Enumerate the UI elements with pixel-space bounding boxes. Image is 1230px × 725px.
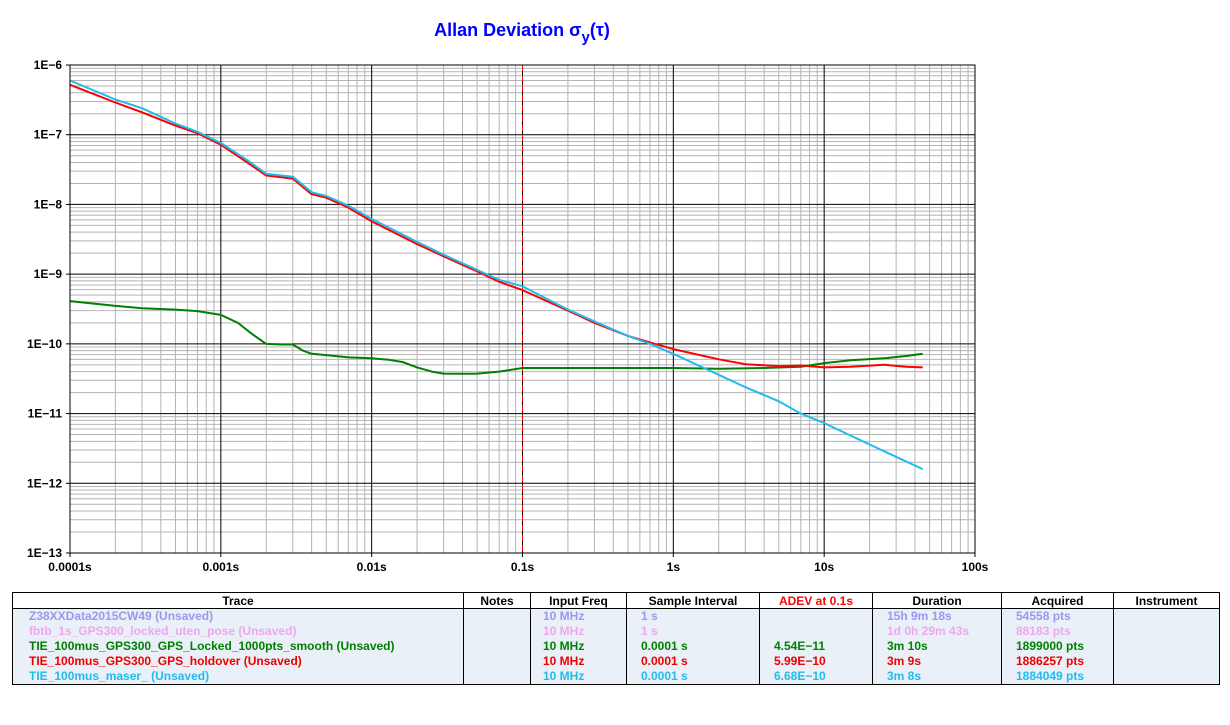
cell-acquired: 1899000 pts <box>1001 639 1114 654</box>
table-header-row: Trace Notes Input Freq Sample Interval A… <box>12 592 1220 609</box>
table-row[interactable]: Z38XXData2015CW49 (Unsaved) 10 MHz 1 s 15h … <box>12 608 1220 624</box>
cell-duration: 15h 9m 18s <box>872 608 1002 624</box>
cell-instrument <box>1113 669 1220 685</box>
series-line-gps-holdover <box>69 83 923 369</box>
x-tick-label: 1s <box>667 560 681 574</box>
cell-sample-interval: 1 s <box>626 608 760 624</box>
cell-trace: TIE_100mus_GPS300_GPS_holdover (Unsaved) <box>12 654 464 669</box>
cell-notes <box>463 639 531 654</box>
header-instrument[interactable]: Instrument <box>1113 592 1220 609</box>
header-notes[interactable]: Notes <box>463 592 531 609</box>
cell-instrument <box>1113 639 1220 654</box>
series-line-maser <box>69 79 924 471</box>
y-tick-label: 1E−13 <box>27 546 62 560</box>
y-tick-label: 1E−8 <box>34 197 63 211</box>
y-tick-label: 1E−10 <box>27 337 62 351</box>
cell-adev: 6.68E−10 <box>759 669 873 685</box>
y-tick-label: 1E−9 <box>34 267 63 281</box>
x-tick-label: 10s <box>814 560 834 574</box>
table-row[interactable]: TIE_100mus_GPS300_GPS_Locked_1000pts_smo… <box>12 639 1220 654</box>
cell-notes <box>463 624 531 639</box>
cell-trace: Z38XXData2015CW49 (Unsaved) <box>12 608 464 624</box>
y-tick-label: 1E−6 <box>34 58 63 72</box>
header-input-freq[interactable]: Input Freq <box>530 592 627 609</box>
table-row[interactable]: fbtb_1s_GPS300_locked_uten_pose (Unsaved… <box>12 624 1220 639</box>
cell-adev: 5.99E−10 <box>759 654 873 669</box>
trace-table: Trace Notes Input Freq Sample Interval A… <box>12 592 1220 685</box>
cell-notes <box>463 654 531 669</box>
chart-title: Allan Deviation σy(τ) <box>434 20 610 46</box>
cell-notes <box>463 669 531 685</box>
table-row[interactable]: TIE_100mus_GPS300_GPS_holdover (Unsaved)… <box>12 654 1220 669</box>
x-axis-ticks: 0.0001s 0.001s 0.01s 0.1s 1s 10s 100s <box>48 553 989 574</box>
cell-adev <box>759 608 873 624</box>
y-tick-label: 1E−12 <box>27 476 62 490</box>
header-duration[interactable]: Duration <box>872 592 1002 609</box>
cell-instrument <box>1113 654 1220 669</box>
y-axis-ticks: 1E−6 1E−7 1E−8 1E−9 1E−10 1E−11 1E−12 1E−13 <box>27 58 70 560</box>
cell-adev: 4.54E−11 <box>759 639 873 654</box>
x-tick-label: 100s <box>962 560 989 574</box>
header-acquired[interactable]: Acquired <box>1001 592 1114 609</box>
x-tick-label: 0.001s <box>202 560 239 574</box>
cell-input-freq: 10 MHz <box>530 669 627 685</box>
cell-acquired: 54558 pts <box>1001 608 1114 624</box>
cell-sample-interval: 0.0001 s <box>626 654 760 669</box>
cell-duration: 3m 8s <box>872 669 1002 685</box>
cell-duration: 3m 9s <box>872 654 1002 669</box>
table-row[interactable]: TIE_100mus_maser_ (Unsaved) 10 MHz 0.0001 … <box>12 669 1220 685</box>
adev-chart: Allan Deviation σy(τ) 0.0001s 0.001s 0.01s… <box>27 20 989 574</box>
x-tick-label: 0.01s <box>357 560 387 574</box>
cell-acquired: 1886257 pts <box>1001 654 1114 669</box>
header-trace[interactable]: Trace <box>12 592 464 609</box>
series-line-gps-locked <box>69 300 923 375</box>
cell-input-freq: 10 MHz <box>530 639 627 654</box>
cell-input-freq: 10 MHz <box>530 608 627 624</box>
x-tick-label: 0.0001s <box>48 560 92 574</box>
cell-duration: 1d 0h 29m 43s <box>872 624 1002 639</box>
cell-acquired: 1884049 pts <box>1001 669 1114 685</box>
cell-notes <box>463 608 531 624</box>
x-tick-label: 0.1s <box>511 560 535 574</box>
cell-input-freq: 10 MHz <box>530 624 627 639</box>
series-group <box>69 79 924 471</box>
header-adev[interactable]: ADEV at 0.1s <box>759 592 873 609</box>
cell-sample-interval: 1 s <box>626 624 760 639</box>
cell-sample-interval: 0.0001 s <box>626 669 760 685</box>
cell-duration: 3m 10s <box>872 639 1002 654</box>
header-sample-interval[interactable]: Sample Interval <box>626 592 760 609</box>
cell-instrument <box>1113 624 1220 639</box>
cell-trace: fbtb_1s_GPS300_locked_uten_pose (Unsaved… <box>12 624 464 639</box>
cell-adev <box>759 624 873 639</box>
cell-trace: TIE_100mus_maser_ (Unsaved) <box>12 669 464 685</box>
cell-trace: TIE_100mus_GPS300_GPS_Locked_1000pts_smo… <box>12 639 464 654</box>
y-tick-label: 1E−7 <box>34 128 63 142</box>
y-tick-label: 1E−11 <box>28 407 63 421</box>
cell-acquired: 88183 pts <box>1001 624 1114 639</box>
cell-instrument <box>1113 608 1220 624</box>
cell-input-freq: 10 MHz <box>530 654 627 669</box>
cell-sample-interval: 0.0001 s <box>626 639 760 654</box>
